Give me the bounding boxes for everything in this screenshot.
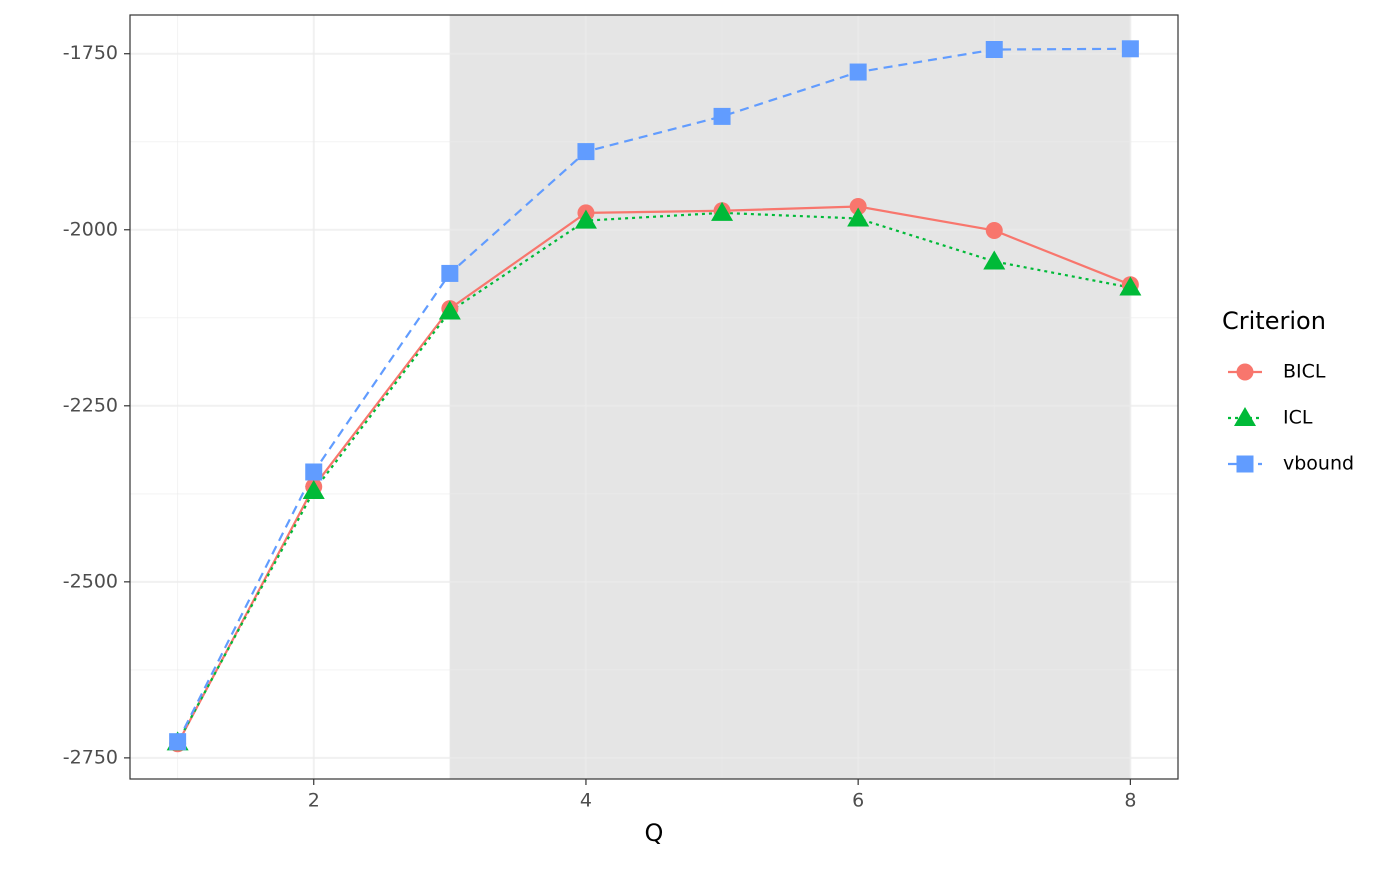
legend-label: BICL <box>1283 361 1326 383</box>
marker <box>985 221 1003 239</box>
marker <box>1121 40 1139 58</box>
x-tick-label: 2 <box>308 790 320 812</box>
y-tick-label: -2500 <box>63 570 118 592</box>
highlight-region <box>449 15 1131 779</box>
y-tick-label: -2750 <box>63 746 118 768</box>
series-line <box>176 211 1131 743</box>
legend-marker <box>1236 455 1254 473</box>
x-axis-title: Q <box>645 819 664 847</box>
marker <box>169 733 187 751</box>
x-tick-label: 4 <box>580 790 592 812</box>
y-tick-label: -2250 <box>63 394 118 416</box>
marker <box>574 209 597 229</box>
legend-marker <box>1234 407 1256 426</box>
marker <box>849 198 867 216</box>
legend-marker <box>1236 363 1254 381</box>
x-tick-label: 8 <box>1124 790 1136 812</box>
marker <box>1119 276 1142 296</box>
marker <box>302 480 325 500</box>
marker <box>711 201 734 221</box>
y-tick-label: -1750 <box>63 42 118 64</box>
marker <box>849 63 867 81</box>
marker <box>713 107 731 125</box>
y-tick-label: -2000 <box>63 218 118 240</box>
marker <box>441 264 459 282</box>
x-tick-label: 6 <box>852 790 864 812</box>
series-line <box>176 205 1131 745</box>
marker <box>305 463 323 481</box>
marker <box>847 207 870 227</box>
legend-title: Criterion <box>1222 307 1326 335</box>
series-line <box>176 47 1131 743</box>
legend-label: vbound <box>1283 453 1354 475</box>
marker <box>438 300 461 320</box>
marker <box>985 41 1003 59</box>
panel-border <box>129 14 1179 780</box>
legend-label: ICL <box>1283 407 1313 429</box>
marker <box>577 143 595 161</box>
marker <box>983 250 1006 270</box>
